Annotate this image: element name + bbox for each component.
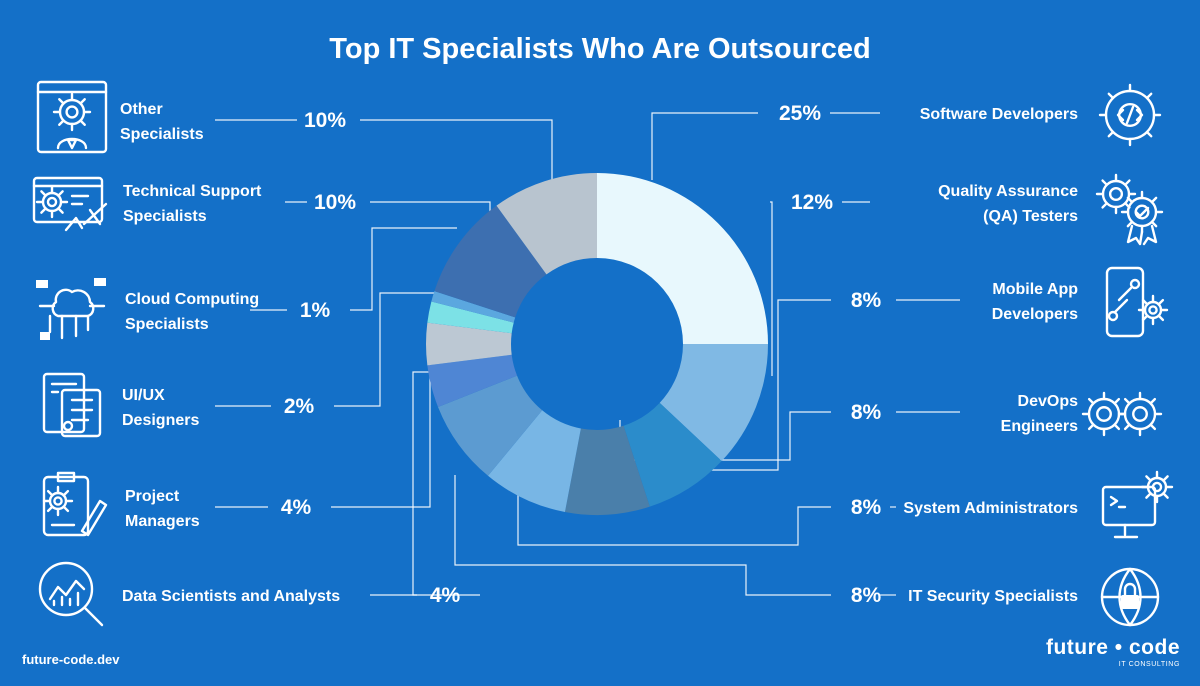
mobile-wrench-icon: [1105, 266, 1169, 338]
slice-7: [426, 322, 512, 366]
connector-2: [700, 299, 831, 471]
connector-11: [360, 119, 553, 180]
category-label-1: Quality Assurance (QA) Testers: [938, 183, 1078, 225]
brand-logo: future • code IT CONSULTING: [1010, 636, 1180, 668]
slice-10: [434, 205, 547, 318]
category-label-2: Mobile App Developers: [992, 281, 1078, 323]
category-label-5: IT Security Specialists: [908, 588, 1078, 605]
slice-2: [623, 402, 722, 507]
connector-8: [334, 292, 435, 407]
percent-label-3: 8%: [851, 401, 882, 424]
magnifier-chart-icon: [38, 561, 104, 627]
slice-6: [427, 354, 518, 407]
slice-labels: Software Developers 25% Quality Assurance(…: [120, 101, 1078, 607]
percent-label-7: 4%: [281, 496, 312, 519]
gears-badge-icon: [1095, 173, 1164, 246]
monitor-gear-icon: [1101, 470, 1174, 539]
code-gear-icon: [1098, 83, 1162, 147]
ui-layout-icon: [42, 372, 102, 438]
donut-slices: [426, 173, 768, 515]
category-label-7: Project Managers: [125, 488, 200, 530]
percent-label-2: 8%: [851, 289, 882, 312]
category-label-10: Technical Support Specialists: [123, 183, 262, 225]
support-tools-icon: [32, 176, 108, 232]
category-label-3: DevOps Engineers: [1001, 393, 1078, 435]
connector-10: [370, 201, 491, 212]
website-url: future-code.dev: [22, 652, 120, 667]
connector-lines: [215, 112, 960, 596]
slice-11: [496, 173, 597, 275]
slice-4: [488, 410, 581, 512]
cloud-circuit-icon: [36, 278, 106, 340]
specialist-gear-icon: [36, 80, 108, 154]
category-label-11: Other Specialists: [120, 101, 204, 143]
globe-lock-icon: [1100, 567, 1160, 627]
connector-0: [651, 112, 758, 180]
brand-tagline: IT CONSULTING: [1118, 661, 1180, 668]
clipboard-pen-icon: [42, 471, 108, 537]
category-label-4: System Administrators: [903, 500, 1078, 517]
slice-3: [564, 425, 650, 515]
slice-icons: [32, 80, 1174, 627]
percent-label-6: 4%: [430, 584, 461, 607]
brand-name: future • code: [1045, 636, 1180, 659]
percent-label-4: 8%: [851, 496, 882, 519]
percent-label-1: 12%: [791, 191, 833, 214]
connector-4: [517, 495, 831, 546]
connector-5: [454, 475, 831, 596]
connector-9: [350, 227, 457, 311]
slice-9: [431, 291, 516, 323]
percent-label-11: 10%: [304, 109, 346, 132]
infinity-gears-icon: [1081, 391, 1163, 437]
slice-1: [659, 344, 768, 462]
chart-title: Top IT Specialists Who Are Outsourced: [329, 33, 870, 65]
percent-label-9: 1%: [300, 299, 331, 322]
connector-1: [770, 201, 773, 376]
category-label-6: Data Scientists and Analysts: [122, 588, 340, 605]
slice-5: [438, 375, 543, 476]
percent-label-8: 2%: [284, 395, 315, 418]
slice-8: [427, 301, 514, 334]
slice-0: [597, 173, 768, 344]
percent-label-0: 25%: [779, 102, 821, 125]
category-label-0: Software Developers: [920, 106, 1078, 123]
category-label-9: Cloud Computing Specialists: [125, 291, 259, 333]
connector-6: [412, 371, 480, 596]
percent-label-10: 10%: [314, 191, 356, 214]
category-label-8: UI/UX Designers: [122, 387, 199, 429]
percent-label-5: 8%: [851, 584, 882, 607]
